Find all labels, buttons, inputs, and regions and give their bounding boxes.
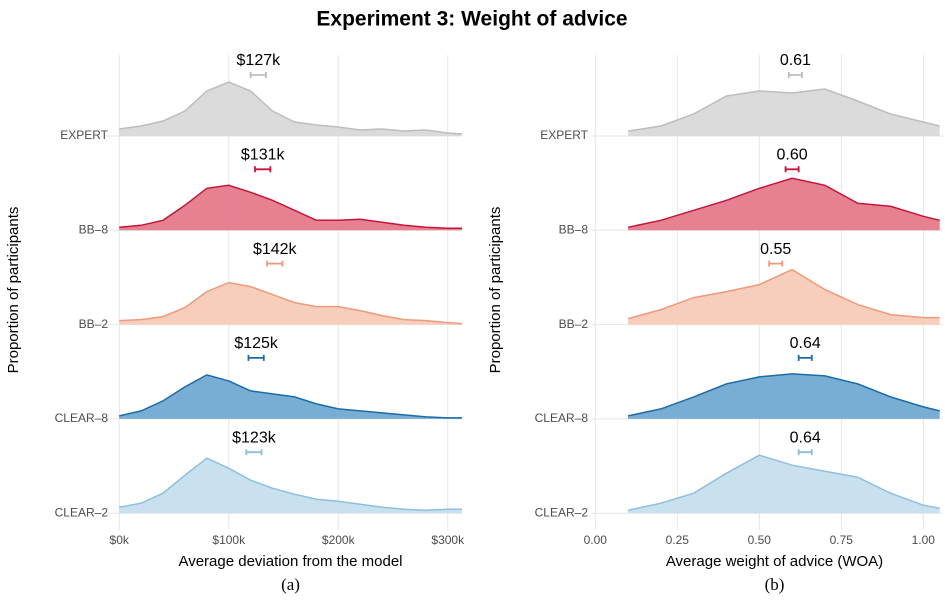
category-label: BB–2 (79, 317, 109, 331)
error-bar (784, 166, 800, 173)
mean-label: $125k (234, 335, 279, 352)
panel: $0k $100k $200k $300k EXPERT BB–8 BB–2 CLEAR–8 C… (5, 52, 465, 594)
density-line (627, 177, 940, 229)
mean-label: 0.55 (760, 241, 791, 258)
density-area (628, 178, 940, 231)
error-bar (266, 260, 284, 267)
mean-label: 0.64 (790, 429, 821, 446)
error-bar (247, 354, 265, 361)
category-label: BB–2 (559, 317, 589, 331)
error-bar (249, 72, 267, 78)
x-tick-label: $200k (322, 533, 356, 547)
x-tick-label: $300k (431, 533, 465, 547)
error-bar (768, 260, 784, 267)
error-bar (254, 166, 272, 173)
density-line (627, 454, 940, 511)
mean-label: $123k (232, 429, 277, 446)
density-line (119, 374, 462, 419)
mean-label: $142k (253, 241, 298, 258)
mean-label: 0.61 (780, 52, 811, 69)
error-bar (797, 354, 813, 361)
x-axis-label: Average deviation from the model (178, 553, 402, 570)
panel: 0.00 0.25 0.50 0.75 1.00 EXPERT BB–8 BB–2 CLEAR–… (487, 52, 943, 594)
mean-label: 0.60 (777, 147, 808, 164)
category-label: CLEAR–2 (535, 505, 589, 519)
error-bar (787, 72, 803, 78)
density-area (628, 373, 940, 419)
density-line (627, 373, 940, 417)
x-tick-label: $0k (110, 533, 130, 547)
density-area (628, 89, 940, 136)
x-tick-label: 0.50 (748, 533, 772, 547)
density-line (119, 457, 462, 511)
y-axis-label: Proportion of participants (5, 207, 22, 374)
mean-label: 0.64 (790, 335, 821, 352)
density-area (119, 458, 462, 514)
x-tick-label: 0.00 (584, 533, 608, 547)
error-bar (797, 449, 813, 456)
x-tick-label: $100k (212, 533, 246, 547)
error-bar (245, 449, 263, 456)
subfigure-label: (b) (765, 575, 785, 594)
category-label: BB–8 (559, 222, 589, 236)
x-axis-label: Average weight of advice (WOA) (666, 553, 883, 570)
density-line (627, 268, 940, 320)
x-tick-label: 0.25 (666, 533, 690, 547)
density-line (119, 184, 462, 230)
density-line (119, 281, 463, 325)
mean-label: $127k (237, 52, 282, 69)
x-tick-label: 0.75 (830, 533, 854, 547)
figure-title: Experiment 3: Weight of advice (316, 8, 627, 31)
density-area (628, 269, 940, 325)
density-line (627, 88, 940, 132)
y-axis-label: Proportion of participants (487, 207, 504, 374)
x-tick-label: 1.00 (912, 533, 936, 547)
subfigure-label: (a) (281, 575, 300, 594)
category-label: BB–8 (79, 222, 109, 236)
category-label: EXPERT (60, 128, 108, 142)
category-label: EXPERT (540, 128, 588, 142)
density-line (119, 81, 463, 135)
density-area (119, 82, 462, 136)
density-area (119, 282, 462, 325)
mean-label: $131k (241, 147, 286, 164)
category-label: CLEAR–8 (55, 411, 109, 425)
category-label: CLEAR–2 (55, 505, 109, 519)
density-area (119, 185, 462, 231)
density-area (628, 455, 940, 514)
category-label: CLEAR–8 (535, 411, 589, 425)
